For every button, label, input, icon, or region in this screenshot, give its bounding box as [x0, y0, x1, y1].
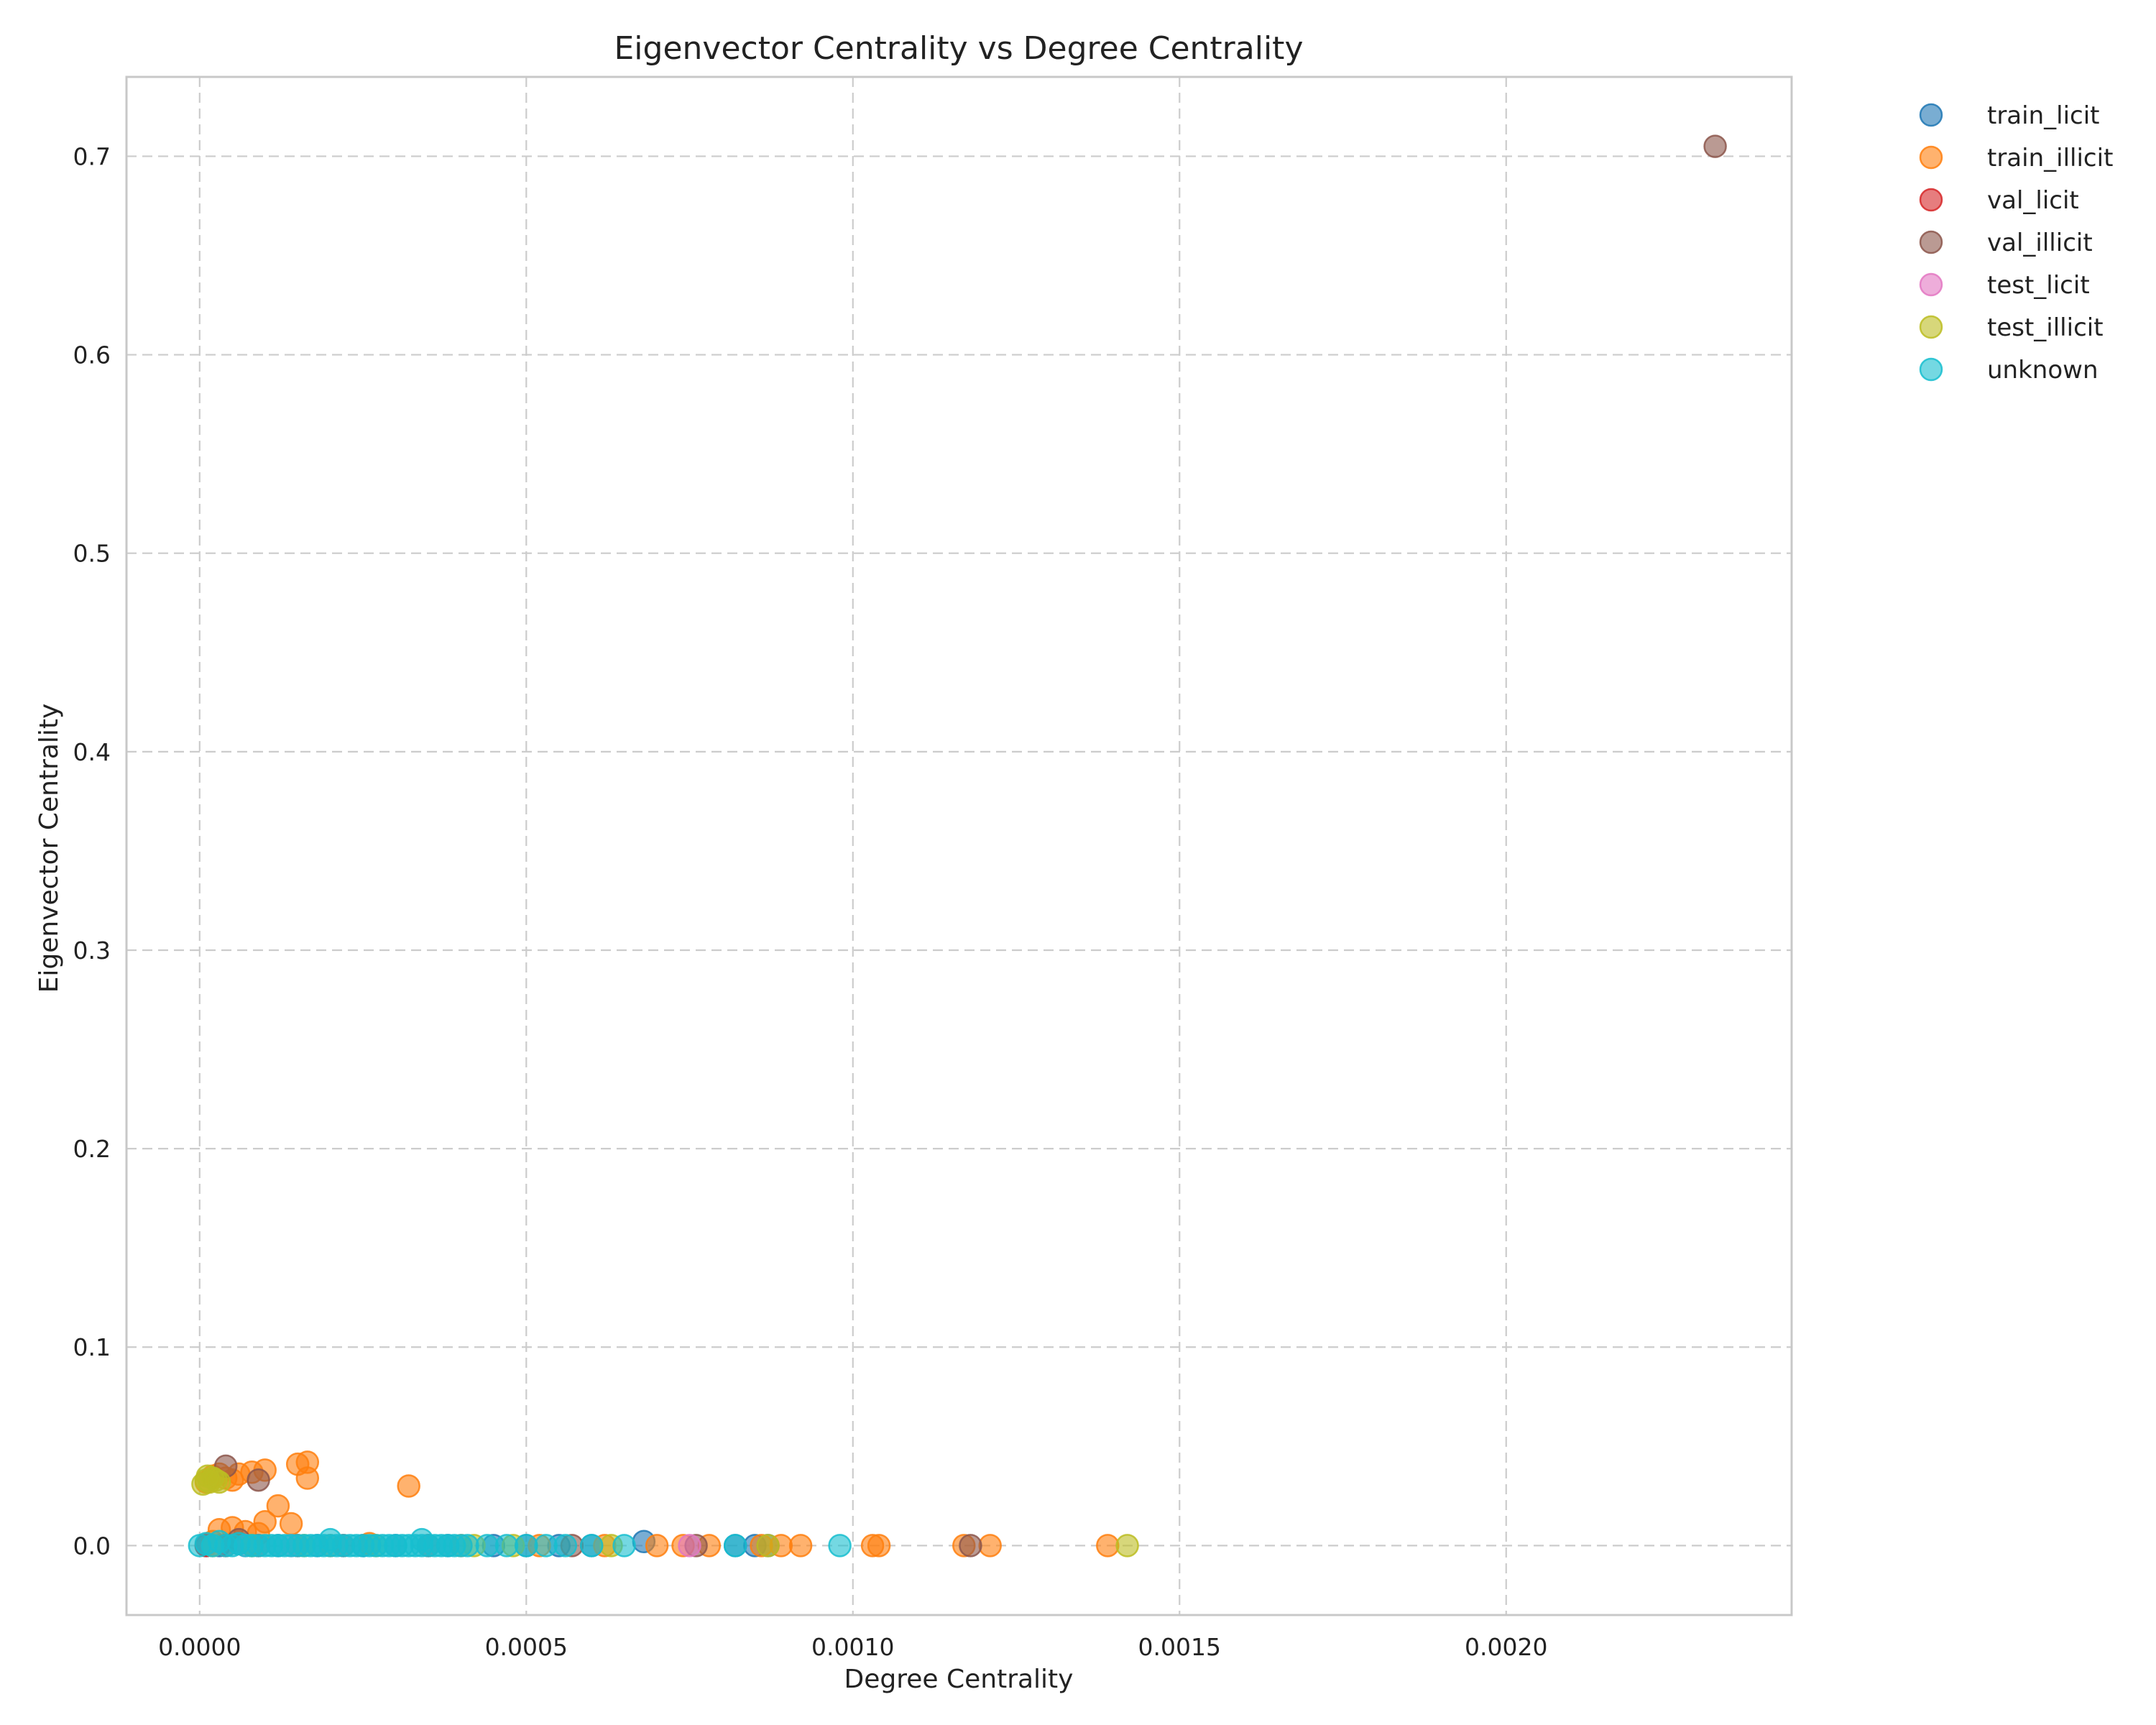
- y-axis-ticks: 0.0 0.1 0.2 0.3 0.4 0.5 0.6 0.7: [73, 142, 111, 1560]
- y-tick-label: 0.2: [73, 1135, 111, 1163]
- legend-marker: [1919, 103, 1943, 127]
- legend-marker: [1919, 230, 1943, 254]
- y-tick-label: 0.1: [73, 1333, 111, 1361]
- data-point: [645, 1534, 669, 1558]
- x-tick-label: 0.0015: [1138, 1633, 1221, 1661]
- data-point: [266, 1494, 290, 1518]
- data-point: [1703, 134, 1727, 158]
- y-tick-label: 0.3: [73, 937, 111, 965]
- legend-label: train_illicit: [1987, 144, 2113, 172]
- y-axis-label: Eigenvector Centrality: [34, 704, 64, 993]
- x-axis-label: Degree Centrality: [844, 1665, 1074, 1694]
- legend-marker: [1919, 272, 1943, 297]
- data-point: [978, 1534, 1002, 1558]
- x-tick-label: 0.0010: [811, 1633, 894, 1661]
- legend-label: val_illicit: [1987, 229, 2093, 257]
- legend-label: test_licit: [1987, 271, 2090, 300]
- y-tick-label: 0.5: [73, 540, 111, 568]
- data-point: [867, 1534, 891, 1558]
- x-tick-label: 0.0020: [1465, 1633, 1547, 1661]
- series-unknown: [188, 1527, 852, 1558]
- data-point: [1096, 1534, 1120, 1558]
- data-point: [723, 1534, 747, 1558]
- plot-frame: [125, 75, 1793, 1616]
- legend-marker: [1919, 315, 1943, 339]
- data-point: [756, 1534, 780, 1558]
- data-point: [959, 1534, 982, 1558]
- legend: train_licit train_illicit val_licit val_ill…: [1919, 101, 2113, 385]
- data-point: [1115, 1534, 1139, 1558]
- x-axis-ticks: 0.0000 0.0005 0.0010 0.0015 0.0020: [158, 1633, 1547, 1661]
- legend-label: train_licit: [1987, 101, 2100, 130]
- data-point: [295, 1466, 320, 1490]
- data-point: [247, 1468, 270, 1492]
- data-point: [397, 1474, 420, 1498]
- data-point: [678, 1534, 701, 1558]
- legend-label: val_licit: [1987, 186, 2079, 215]
- legend-marker: [1919, 357, 1943, 382]
- legend-marker: [1919, 188, 1943, 212]
- chart-title: Eigenvector Centrality vs Degree Central…: [614, 30, 1304, 67]
- y-tick-label: 0.6: [73, 341, 111, 369]
- data-point: [475, 1534, 499, 1558]
- data-point: [494, 1534, 519, 1558]
- y-tick-label: 0.7: [73, 142, 111, 170]
- legend-label: test_illicit: [1987, 313, 2104, 342]
- data-point: [515, 1534, 538, 1558]
- data-point: [279, 1512, 303, 1536]
- data-point: [612, 1534, 636, 1558]
- legend-marker: [1919, 145, 1943, 170]
- x-tick-label: 0.0005: [485, 1633, 568, 1661]
- y-tick-label: 0.4: [73, 738, 111, 766]
- x-tick-label: 0.0000: [158, 1633, 241, 1661]
- legend-label: unknown: [1987, 356, 2099, 385]
- data-points: [188, 134, 1727, 1558]
- data-point: [579, 1534, 604, 1558]
- data-point: [195, 1464, 219, 1488]
- data-point: [534, 1534, 558, 1558]
- data-point: [788, 1534, 813, 1558]
- data-point: [828, 1534, 852, 1558]
- data-point: [553, 1534, 578, 1558]
- y-tick-label: 0.0: [73, 1532, 111, 1560]
- data-point: [456, 1534, 479, 1558]
